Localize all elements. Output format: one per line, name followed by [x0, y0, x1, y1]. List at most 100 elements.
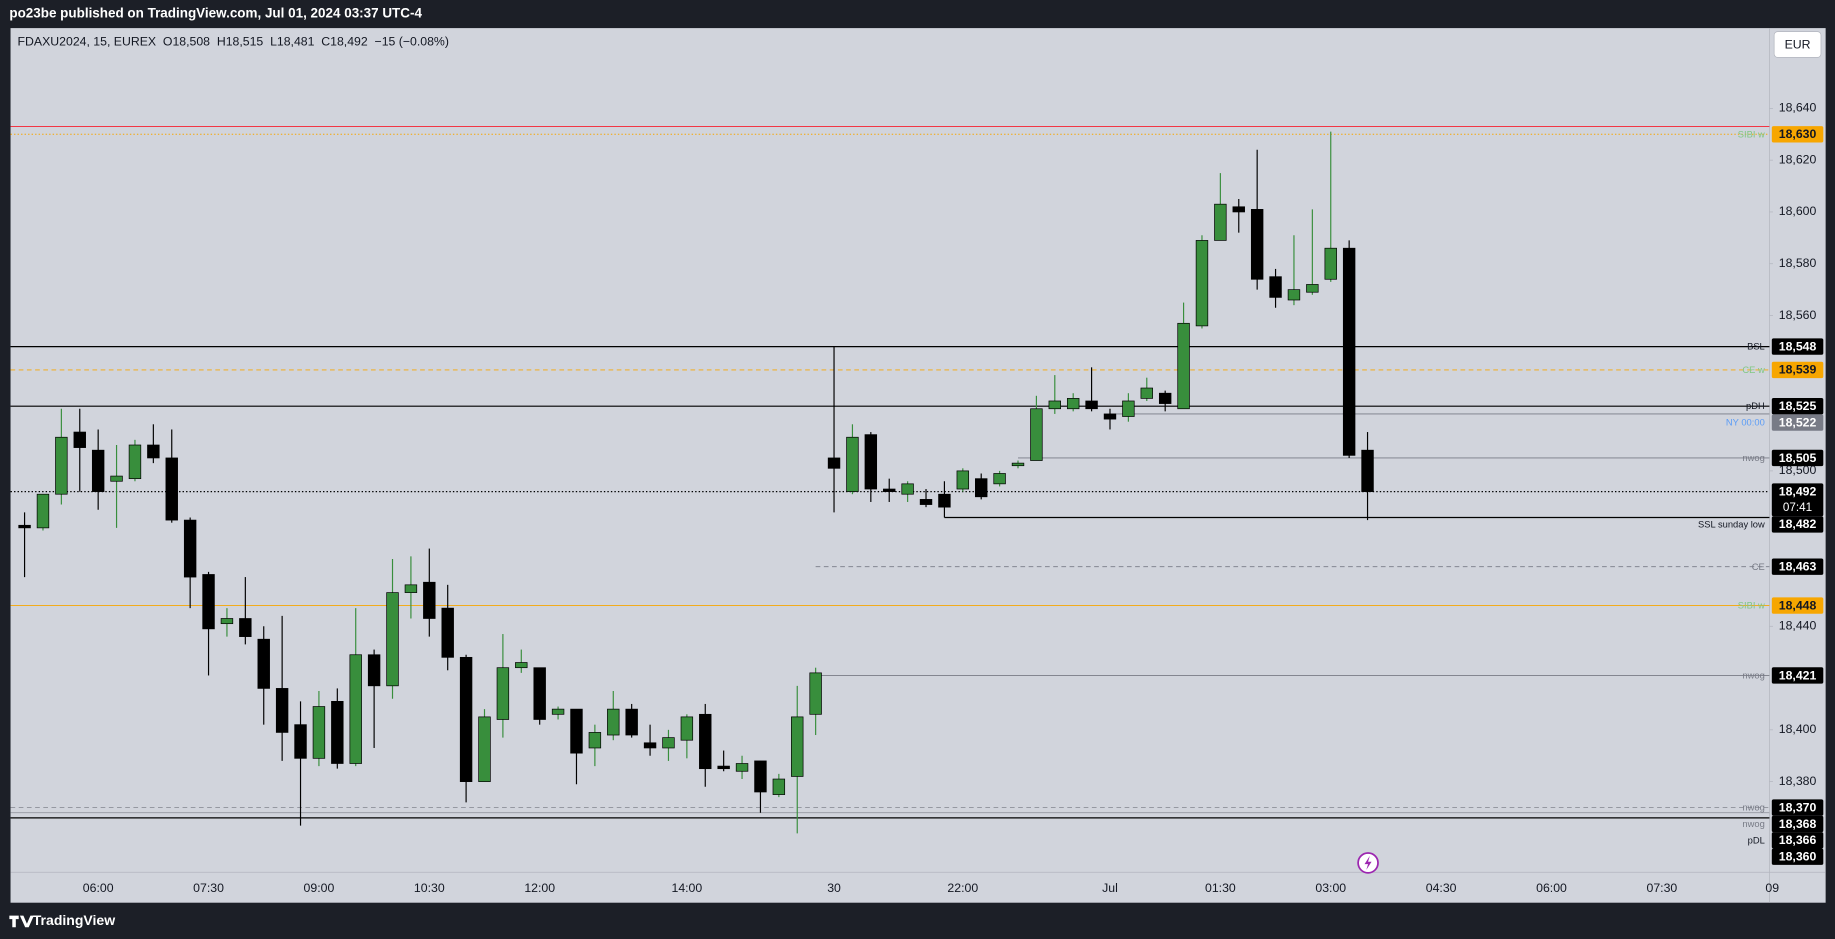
x-tick-label: 06:00: [83, 881, 114, 895]
candle-body: [1306, 284, 1319, 293]
level-name: CE: [1752, 562, 1765, 572]
candle-body: [754, 760, 767, 793]
x-tick-label: 07:30: [1647, 881, 1678, 895]
candle-body: [331, 701, 344, 764]
candle-body: [147, 444, 160, 459]
candle-body: [1066, 398, 1080, 410]
lightning-bolt[interactable]: [1364, 855, 1372, 870]
candle-body: [183, 519, 197, 578]
price-label: 18,548: [1779, 339, 1817, 353]
y-tick-label: 18,620: [1779, 152, 1817, 166]
candle-body: [349, 654, 362, 764]
candle-body: [791, 716, 804, 777]
currency-label[interactable]: EUR: [1785, 37, 1811, 51]
price-label: 18,463: [1779, 560, 1817, 574]
price-label-box: [1771, 815, 1824, 833]
candle-body: [772, 778, 786, 795]
plot-area: [10, 126, 1770, 834]
level-name: pDL: [1748, 835, 1765, 845]
candle-body: [919, 499, 933, 505]
candle-body: [459, 656, 473, 782]
price-label: 18,525: [1779, 399, 1817, 413]
candle-body: [956, 470, 970, 490]
candle-body: [1048, 400, 1061, 410]
time-axis: 06:00 07:30 09:00 10:30 12:00 14:00 30 22:00 Jul…: [83, 881, 1779, 895]
symbol-legend: FDAXU2024, 15, EUREX O18,508 H18,515 L18…: [18, 34, 449, 48]
candle-body: [699, 713, 712, 770]
candle-body: [533, 667, 546, 720]
candle-body: [110, 475, 123, 482]
price-label-box: [1771, 126, 1824, 143]
currency-button[interactable]: EUR: [1773, 31, 1822, 58]
candle-body: [423, 581, 436, 619]
price-label: 18,482: [1779, 517, 1817, 531]
price-label-box: [1771, 667, 1824, 684]
level-name: BSL: [1747, 342, 1765, 352]
level-name: SSL sunday low: [1698, 519, 1765, 529]
x-tick-label: 06:00: [1536, 881, 1567, 895]
price-label: 18,630: [1779, 127, 1817, 141]
candle-body: [607, 708, 620, 736]
candle-body: [662, 737, 675, 749]
price-label: 18,421: [1779, 668, 1817, 682]
x-tick-label: 22:00: [947, 881, 978, 895]
y-tick-label: 18,500: [1779, 463, 1817, 477]
candle-body: [1324, 247, 1337, 280]
candle-body: [1103, 413, 1117, 420]
candle-body: [1250, 209, 1264, 280]
currency-button-bg[interactable]: [1773, 31, 1822, 58]
candle-body: [735, 763, 749, 772]
candle-body: [220, 618, 234, 625]
x-tick-label: Jul: [1102, 881, 1118, 895]
candle-body: [73, 431, 86, 448]
candle-body: [275, 688, 289, 733]
brand-name[interactable]: TradingView: [33, 912, 115, 928]
x-tick-label: 01:30: [1205, 881, 1236, 895]
candle-body: [846, 436, 859, 492]
candle-body: [680, 716, 694, 741]
candle-body: [1232, 206, 1245, 213]
level-name: SIBI w: [1738, 129, 1765, 139]
candle-body: [1122, 400, 1135, 417]
level-name: nwog: [1742, 803, 1764, 813]
candle-body: [165, 457, 178, 521]
level-name: nwog: [1742, 671, 1764, 681]
y-tick-label: 18,440: [1779, 619, 1817, 633]
candle-body: [993, 473, 1006, 485]
candle-body: [883, 488, 896, 492]
price-label: 18,539: [1779, 363, 1817, 377]
price-label-box: [1771, 361, 1824, 379]
level-name: nwog: [1742, 819, 1764, 829]
x-tick-label: 09: [1765, 881, 1779, 895]
price-label-box: [1771, 516, 1824, 533]
published-note: po23be published on TradingView.com, Jul…: [9, 6, 422, 21]
candle-body: [515, 662, 528, 669]
level-name: NY 00:00: [1726, 418, 1765, 428]
y-tick-label: 18,600: [1779, 204, 1817, 218]
candle-body: [901, 483, 914, 495]
candle-body: [404, 584, 418, 593]
candle-body: [312, 706, 326, 759]
level-name: pDH: [1746, 401, 1765, 411]
lightning-icon[interactable]: [1357, 852, 1379, 874]
x-tick-label: 09:00: [304, 881, 335, 895]
candle-body: [1030, 408, 1043, 461]
candle-body: [18, 524, 31, 529]
candle-body: [809, 672, 822, 715]
candle-body: [1361, 449, 1374, 492]
price-label: 18,370: [1779, 800, 1817, 814]
candle-body: [1177, 322, 1190, 410]
candle-body: [367, 654, 381, 687]
candle-body: [975, 478, 988, 498]
candle-body: [1158, 392, 1172, 404]
price-label-box: [1771, 799, 1824, 816]
price-label: 18,360: [1779, 850, 1817, 864]
candle-body: [1214, 203, 1227, 241]
brand[interactable]: TradingView: [9, 912, 115, 928]
y-tick-label: 18,640: [1779, 101, 1817, 115]
price-label-box: [1771, 558, 1824, 575]
candle-body: [239, 618, 252, 637]
brand-logo[interactable]: [9, 915, 34, 928]
